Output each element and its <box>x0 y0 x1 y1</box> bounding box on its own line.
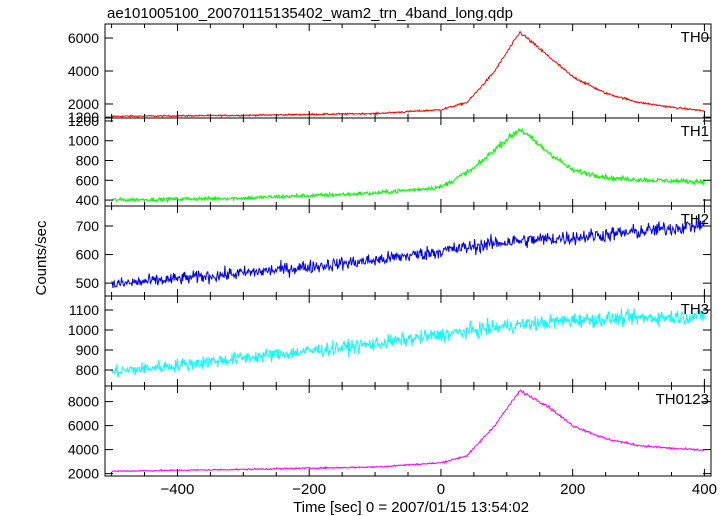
x-tick-label: 200 <box>560 481 585 498</box>
y-tick-label: 2000 <box>68 466 99 482</box>
panel-label: TH0 <box>681 29 709 46</box>
y-tick-label: 500 <box>76 275 100 291</box>
series-line-th1 <box>111 127 705 204</box>
x-tick-label: −400 <box>161 481 195 498</box>
y-tick-label: 6000 <box>68 30 99 46</box>
panel-th0123: 2000 4000 6000 8000 −400 −200 0 200 400 TH0123 <box>68 385 717 498</box>
panel-label: TH0123 <box>656 391 709 408</box>
y-tick-label: 900 <box>76 342 100 358</box>
x-axis-label: Time [sec] 0 = 2007/01/15 13:54:02 <box>293 499 529 516</box>
y-tick-label: 600 <box>76 172 100 188</box>
y-tick-label: 700 <box>76 218 100 234</box>
y-tick-label: 8000 <box>68 394 99 410</box>
y-tick-label: 800 <box>76 153 100 169</box>
y-tick-label: 2000 <box>68 96 99 112</box>
series-line-th0123 <box>111 389 705 473</box>
x-tick-label: 0 <box>437 481 445 498</box>
y-tick-label: 1000 <box>68 133 99 149</box>
panel-label: TH3 <box>681 301 709 318</box>
series-line-th2 <box>111 215 705 289</box>
y-tick-label: 1200 <box>68 113 99 129</box>
panel-label: TH1 <box>681 123 709 140</box>
x-tick-label: −200 <box>292 481 326 498</box>
y-tick-label: 1000 <box>68 322 99 338</box>
panel-label: TH2 <box>681 211 709 228</box>
y-tick-label: 4000 <box>68 63 99 79</box>
y-tick-label: 400 <box>76 192 100 208</box>
panel-th3: 800 900 1000 1100 TH3 <box>68 295 712 387</box>
y-tick-label: 6000 <box>68 418 99 434</box>
x-tick-label: 400 <box>692 481 717 498</box>
series-line-th3 <box>111 308 705 378</box>
y-tick-label: 800 <box>76 362 100 378</box>
y-tick-label: 4000 <box>68 442 99 458</box>
y-tick-label: 1200 <box>68 109 99 125</box>
y-tick-label: 600 <box>76 247 100 263</box>
chart-title: ae101005100_20070115135402_wam2_trn_4ban… <box>107 5 513 22</box>
y-tick-label: 1100 <box>69 302 99 318</box>
y-axis-label: Counts/sec <box>33 220 50 296</box>
